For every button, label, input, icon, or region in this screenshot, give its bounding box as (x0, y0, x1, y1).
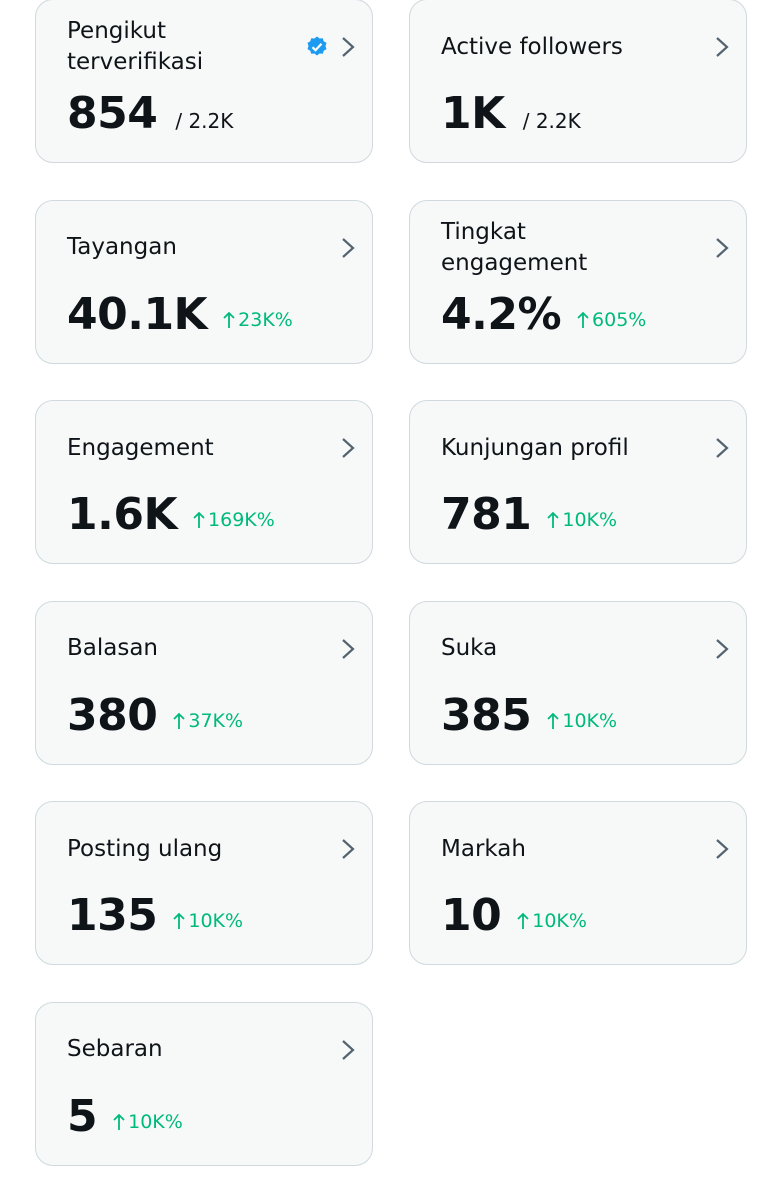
change-text: 605% (592, 308, 647, 331)
value-row: 5 10K% (67, 1091, 183, 1142)
chevron-icon (342, 37, 355, 57)
metric-label: Tingkat engagement (441, 218, 588, 276)
chevron-icon (342, 1039, 355, 1060)
metric-card[interactable]: Active followers 1K / 2.2K (409, 0, 747, 163)
metric-label: Balasan (67, 635, 159, 661)
change-text: 10K% (562, 709, 618, 732)
metric-value: 4.2% (441, 288, 562, 340)
metric-change: 10K% (173, 910, 243, 932)
metric-value: 5 (67, 1090, 98, 1142)
metric-value: 40.1K (67, 288, 208, 340)
chevron-icon (716, 237, 729, 258)
up-arrow-icon (223, 311, 235, 328)
verified-badge (307, 36, 327, 56)
chevron-icon (342, 638, 355, 659)
metric-change: 10K% (547, 509, 617, 531)
metric-label: Posting ulang (67, 835, 223, 862)
metric-change: 37K% (173, 710, 243, 732)
metric-card[interactable]: Suka 385 10K% (409, 600, 747, 765)
metric-label: Active followers (441, 33, 623, 60)
metric-card[interactable]: Posting ulang 135 10K% (35, 801, 373, 965)
change-text: 10K% (532, 910, 587, 932)
value-row: 854 / 2.2K (67, 88, 233, 139)
chevron-icon (342, 839, 355, 859)
up-arrow-icon (577, 311, 589, 328)
metric-value: 781 (441, 489, 532, 540)
up-arrow-icon (547, 712, 559, 729)
value-row: 781 10K% (441, 489, 617, 540)
metric-label: Suka (441, 635, 498, 661)
change-text: 23K% (238, 308, 293, 331)
metric-card[interactable]: Pengikut terverifikasi 854 / 2.2K (35, 0, 373, 163)
metric-card[interactable]: Tayangan 40.1K 23K% (35, 199, 373, 364)
up-arrow-icon (113, 1113, 125, 1130)
metric-change: 169K% (193, 509, 275, 531)
change-text: 10K% (562, 509, 618, 531)
metric-card[interactable]: Tingkat engagement 4.2% 605% (409, 199, 747, 364)
value-row: 1K / 2.2K (441, 88, 581, 139)
up-arrow-icon (173, 712, 185, 729)
metric-change: 10K% (517, 910, 587, 932)
metric-card[interactable]: Sebaran 5 10K% (35, 1001, 373, 1166)
metric-label: Tayangan (67, 234, 177, 260)
chevron-icon (716, 638, 729, 659)
metric-label: Pengikut terverifikasi (67, 18, 204, 75)
metric-card[interactable]: Balasan 380 37K% (35, 600, 373, 765)
metric-value: 385 (441, 689, 532, 741)
value-row: 10 10K% (441, 890, 587, 941)
value-row: 380 37K% (67, 690, 243, 741)
chevron-icon (716, 839, 729, 859)
metric-label: Markah (441, 835, 526, 862)
change-text: 169K% (208, 509, 275, 531)
up-arrow-icon (173, 912, 185, 929)
metric-change: 10K% (547, 710, 617, 732)
metric-card[interactable]: Markah 10 10K% (409, 801, 747, 965)
metric-label: Kunjungan profil (441, 434, 629, 461)
metric-change: 23K% (223, 309, 293, 331)
change-text: 10K% (128, 1110, 183, 1133)
metric-label: Engagement (67, 434, 214, 461)
chevron-icon (716, 438, 729, 458)
value-row: 4.2% 605% (441, 289, 646, 340)
chevron-icon (342, 438, 355, 458)
metric-value: 1K (441, 88, 505, 139)
metric-change: 10K% (113, 1111, 183, 1133)
value-row: 1.6K 169K% (67, 489, 275, 540)
chevron-icon (342, 237, 355, 258)
value-row: 40.1K 23K% (67, 289, 293, 340)
metric-change: 605% (577, 309, 646, 331)
up-arrow-icon (517, 912, 529, 929)
value-row: 135 10K% (67, 890, 243, 941)
change-text: 10K% (188, 910, 244, 932)
up-arrow-icon (547, 511, 559, 528)
metric-value: 854 (67, 88, 158, 139)
up-arrow-icon (193, 511, 205, 528)
metric-value: 1.6K (67, 489, 178, 540)
chevron-icon (716, 37, 729, 57)
metric-card[interactable]: Engagement 1.6K 169K% (35, 400, 373, 564)
metric-label: Sebaran (67, 1036, 163, 1062)
metric-value: 135 (67, 890, 158, 941)
metric-value: 380 (67, 689, 158, 741)
metric-card[interactable]: Kunjungan profil 781 10K% (409, 400, 747, 564)
change-text: 37K% (188, 709, 244, 732)
value-row: 385 10K% (441, 690, 617, 741)
metric-value: 10 (441, 890, 502, 941)
metric-total: / 2.2K (522, 109, 581, 133)
metric-total: / 2.2K (175, 109, 234, 133)
